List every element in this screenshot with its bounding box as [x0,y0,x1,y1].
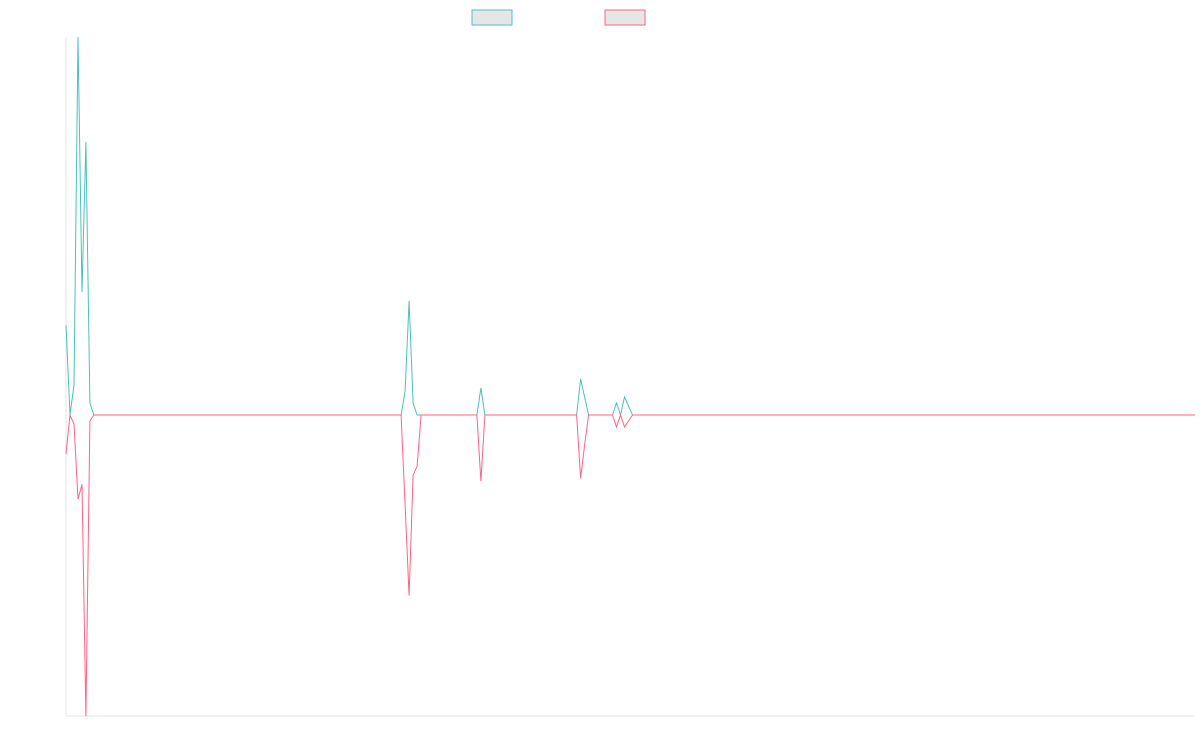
series-layer [65,36,1195,717]
series-line-1 [65,36,1195,417]
legend-swatch-1[interactable] [471,9,513,26]
legend [471,9,646,26]
legend-swatch-2[interactable] [604,9,646,26]
series-line-2 [65,413,1195,717]
